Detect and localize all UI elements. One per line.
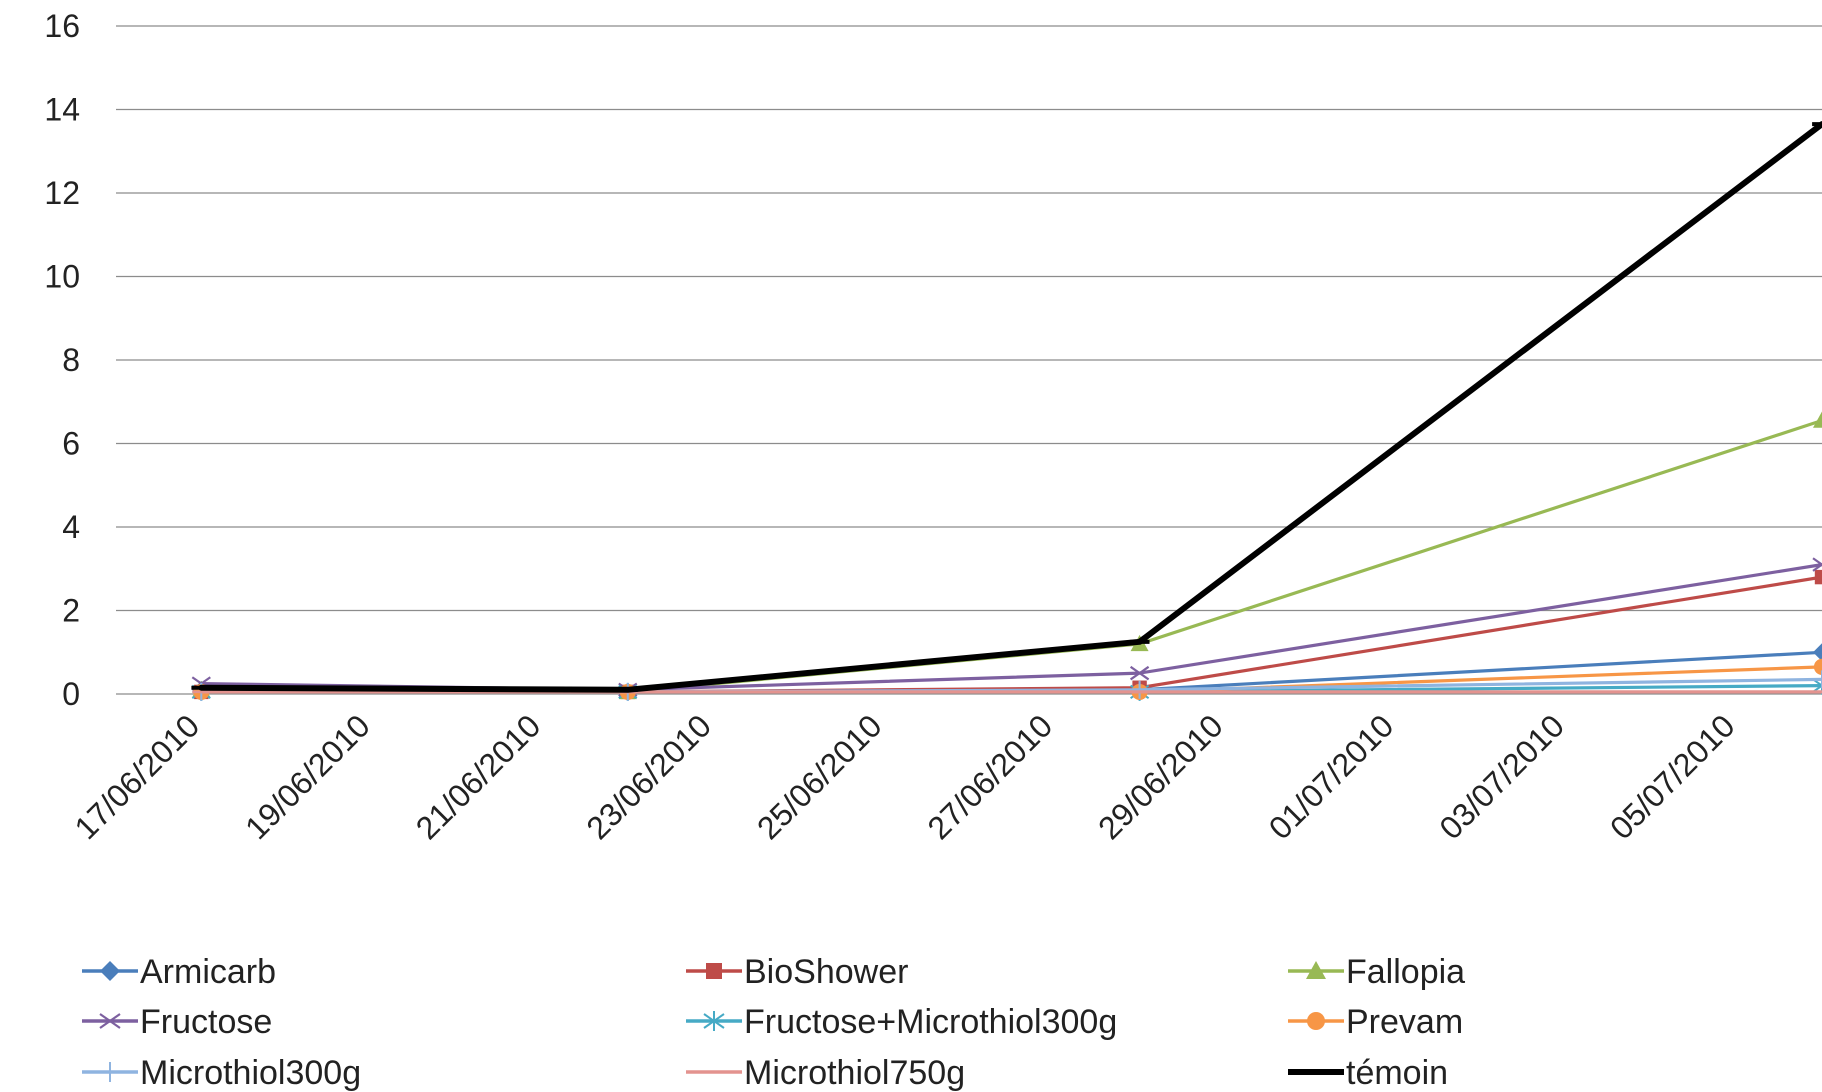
legend-marker-armicarb xyxy=(100,961,120,981)
data-point-armicarb xyxy=(1813,643,1822,662)
legend-marker-fructose-microthiol300g xyxy=(703,1011,725,1031)
series-lines xyxy=(191,121,1822,701)
x-tick-label: 01/07/2010 xyxy=(1262,707,1401,846)
legend-marker-bioshower xyxy=(706,963,722,979)
legend-marker-fructose xyxy=(99,1013,121,1029)
x-tick-label: 23/06/2010 xyxy=(579,707,718,846)
x-axis-tick-labels: 17/06/2010 19/06/2010 21/06/2010 23/06/2010… xyxy=(68,707,1742,846)
y-tick-label: 4 xyxy=(62,509,80,545)
legend-item-armicarb: Armicarb xyxy=(82,953,276,991)
y-tick-label: 14 xyxy=(44,92,80,128)
legend-label-microthiol300g: Microthiol300g xyxy=(140,1054,361,1092)
legend-item-prevam: Prevam xyxy=(1288,1003,1463,1041)
data-point-microthiol300g xyxy=(1813,670,1822,689)
x-tick-label: 29/06/2010 xyxy=(1091,707,1230,846)
data-point-fructose xyxy=(1129,665,1150,681)
data-point-fructose xyxy=(1812,557,1822,572)
data-point-prevam xyxy=(1813,658,1822,675)
series-line-t-moin xyxy=(198,121,1822,693)
y-tick-label: 12 xyxy=(44,175,80,211)
legend-item-fructose: Fructose xyxy=(82,1003,272,1041)
data-point-fructose-microthiol300g xyxy=(1812,676,1822,695)
legend-label-fructose-microthiol300g: Fructose+Microthiol300g xyxy=(744,1003,1117,1041)
y-tick-label: 0 xyxy=(62,676,80,712)
data-point-bioshower xyxy=(1814,569,1822,585)
legend-marker-microthiol300g xyxy=(100,1062,120,1082)
x-tick-label: 21/06/2010 xyxy=(409,707,548,846)
legend-label-t-moin: témoin xyxy=(1346,1054,1448,1092)
x-tick-label: 05/07/2010 xyxy=(1603,707,1742,846)
x-tick-label: 17/06/2010 xyxy=(68,707,207,846)
x-tick-label: 19/06/2010 xyxy=(238,707,377,846)
legend-item-microthiol300g: Microthiol300g xyxy=(82,1054,361,1092)
legend-marker-fallopia xyxy=(1306,961,1326,979)
data-point-fallopia xyxy=(1813,411,1822,428)
legend: Armicarb BioShower Fallopia Fructose Fructos… xyxy=(82,953,1465,1092)
legend-label-microthiol750g: Microthiol750g xyxy=(744,1054,965,1092)
legend-item-fructose-microthiol300g: Fructose+Microthiol300g xyxy=(686,1003,1117,1041)
y-axis-tick-labels: 0 2 4 6 8 10 12 14 16 xyxy=(44,8,80,712)
data-point-microthiol300g xyxy=(1130,680,1149,699)
legend-label-armicarb: Armicarb xyxy=(140,953,276,991)
legend-item-t-moin: témoin xyxy=(1288,1054,1448,1092)
y-tick-label: 16 xyxy=(44,8,80,44)
y-tick-label: 6 xyxy=(62,426,80,462)
x-tick-label: 25/06/2010 xyxy=(750,707,889,846)
legend-item-microthiol750g: Microthiol750g xyxy=(686,1054,965,1092)
gridlines xyxy=(116,25,1822,695)
legend-label-fallopia: Fallopia xyxy=(1346,953,1465,991)
series-bioshower xyxy=(194,569,1822,700)
legend-item-bioshower: BioShower xyxy=(686,953,908,991)
y-tick-label: 10 xyxy=(44,259,80,295)
x-tick-label: 03/07/2010 xyxy=(1432,707,1571,846)
y-tick-label: 2 xyxy=(62,593,80,629)
series-line-fructose xyxy=(199,562,1822,692)
x-tick-label: 27/06/2010 xyxy=(921,707,1060,846)
series-t-moin xyxy=(191,121,1822,693)
legend-label-bioshower: BioShower xyxy=(744,953,908,991)
y-tick-label: 8 xyxy=(62,342,80,378)
legend-label-fructose: Fructose xyxy=(140,1003,272,1041)
legend-item-fallopia: Fallopia xyxy=(1288,953,1465,991)
legend-label-prevam: Prevam xyxy=(1346,1003,1463,1041)
legend-marker-prevam xyxy=(1307,1012,1325,1030)
